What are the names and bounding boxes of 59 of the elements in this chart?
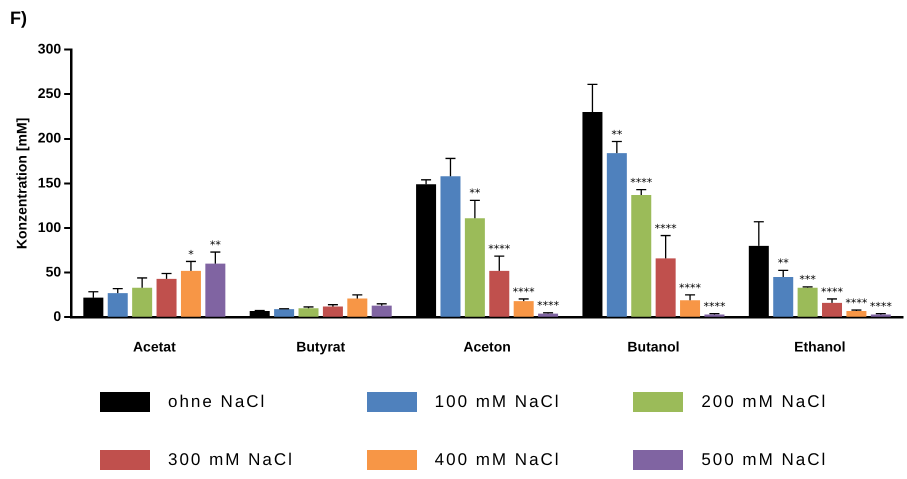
y-tick-label: 300 (38, 40, 62, 56)
bar (205, 264, 226, 317)
bar (656, 258, 676, 317)
y-tick-label: 200 (38, 130, 62, 146)
bar (298, 308, 319, 317)
bar (132, 288, 152, 317)
data-label: * (188, 248, 194, 261)
bar (108, 293, 128, 317)
data-label: ** (469, 186, 481, 200)
bar (631, 194, 652, 317)
y-tick-label: 0 (53, 308, 62, 324)
x-tick-label: Acetat (132, 338, 176, 354)
data-label: **** (821, 285, 844, 298)
bar (514, 301, 534, 317)
data-label: **** (630, 176, 653, 190)
bar (372, 306, 392, 317)
bar (538, 314, 558, 317)
data-label: **** (537, 299, 560, 312)
bar (846, 310, 866, 317)
data-label: **** (845, 296, 868, 310)
bar (180, 270, 201, 317)
chart-title: F) (10, 8, 27, 28)
y-axis-title: Konzentration [mM] (13, 118, 30, 250)
data-label: **** (488, 242, 511, 256)
data-label: ** (778, 256, 790, 270)
data-label: **** (703, 300, 726, 313)
bar (156, 278, 177, 317)
bar (440, 176, 460, 317)
bar (798, 288, 818, 317)
x-tick-label: Ethanol (794, 338, 846, 354)
legend-label: 500 mM NaCl (701, 450, 828, 470)
bar (773, 277, 794, 317)
bar (489, 270, 510, 317)
x-tick-label: Butanol (627, 338, 680, 354)
y-tick-label: 50 (46, 263, 62, 280)
data-label: **** (654, 222, 678, 235)
data-label: *** (799, 273, 816, 286)
bar (322, 306, 343, 317)
data-label: ** (210, 238, 222, 252)
bar (606, 153, 627, 317)
data-label: **** (870, 300, 892, 313)
legend-label: 100 mM NaCl (434, 392, 561, 412)
bar (680, 300, 700, 317)
y-tick-label: 250 (38, 85, 62, 102)
y-tick-label: 150 (38, 174, 62, 190)
bar (464, 218, 485, 317)
x-tick-label: Aceton (463, 338, 511, 354)
legend-label: 200 mM NaCl (701, 392, 828, 412)
data-label: ** (611, 128, 623, 141)
data-label: **** (679, 281, 702, 294)
legend-label: 300 mM NaCl (168, 450, 294, 470)
bar (347, 298, 368, 317)
legend-label: 400 mM NaCl (434, 450, 561, 470)
y-tick-label: 100 (38, 218, 62, 235)
legend-label: ohne NaCl (168, 392, 266, 412)
bar (822, 302, 842, 317)
x-tick-label: Butyrat (296, 338, 346, 354)
bar (274, 309, 294, 317)
data-label: **** (512, 285, 536, 298)
